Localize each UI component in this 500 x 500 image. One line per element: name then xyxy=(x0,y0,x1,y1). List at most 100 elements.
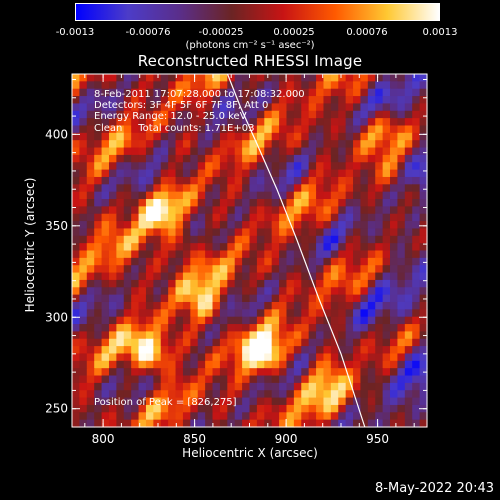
heatmap-cell xyxy=(301,404,310,413)
heatmap-cell xyxy=(353,250,362,259)
heatmap-cell xyxy=(123,287,132,296)
heatmap-cell xyxy=(86,265,95,274)
heatmap-cell xyxy=(138,213,147,222)
heatmap-cell xyxy=(345,162,354,171)
heatmap-cell xyxy=(316,206,325,215)
heatmap-cell xyxy=(390,265,399,274)
heatmap-cell xyxy=(345,199,354,207)
heatmap-cell xyxy=(205,316,214,325)
heatmap-cell xyxy=(182,250,191,259)
heatmap-cell xyxy=(168,301,177,310)
heatmap-cell xyxy=(249,213,258,222)
heatmap-cell xyxy=(404,213,413,222)
heatmap-cell xyxy=(308,287,317,296)
heatmap-cell xyxy=(338,74,347,82)
heatmap-cell xyxy=(190,390,199,399)
heatmap-cell xyxy=(116,390,125,399)
heatmap-cell xyxy=(293,265,302,274)
heatmap-cell xyxy=(212,287,221,296)
heatmap-cell xyxy=(256,199,265,207)
heatmap-cell xyxy=(101,331,110,340)
heatmap-cell xyxy=(160,206,169,215)
heatmap-cell xyxy=(175,162,184,171)
heatmap-cell xyxy=(286,125,295,134)
heatmap-cell xyxy=(72,132,80,141)
heatmap-cell xyxy=(382,243,391,252)
heatmap-cell xyxy=(205,103,214,112)
heatmap-cell xyxy=(412,250,421,259)
heatmap-cell xyxy=(108,103,117,112)
heatmap-cell xyxy=(293,169,302,178)
heatmap-cell xyxy=(301,213,310,222)
heatmap-cell xyxy=(138,382,147,391)
heatmap-cell xyxy=(153,412,162,421)
heatmap-cell xyxy=(153,110,162,119)
heatmap-cell xyxy=(264,132,273,141)
heatmap-cell xyxy=(249,125,258,134)
heatmap-cell xyxy=(412,191,421,200)
heatmap-cell xyxy=(101,176,110,185)
heatmap-cell xyxy=(197,265,206,274)
heatmap-cell xyxy=(182,110,191,119)
heatmap-cell xyxy=(219,360,228,369)
heatmap-cell xyxy=(212,346,221,355)
heatmap-cell xyxy=(160,213,169,222)
heatmap-cell xyxy=(323,96,332,105)
heatmap-cell xyxy=(330,176,339,185)
heatmap-cell xyxy=(345,287,354,296)
heatmap-cell xyxy=(412,412,421,421)
heatmap-cell xyxy=(94,360,103,369)
heatmap-cell xyxy=(153,140,162,149)
heatmap-cell xyxy=(116,118,125,127)
heatmap-cell xyxy=(160,419,169,428)
heatmap-cell xyxy=(242,419,251,428)
heatmap-cell xyxy=(279,265,288,274)
heatmap-cell xyxy=(397,243,406,252)
heatmap-cell xyxy=(382,110,391,119)
heatmap-cell xyxy=(182,125,191,134)
heatmap-cell xyxy=(108,324,117,332)
heatmap-cell xyxy=(234,390,243,399)
heatmap-cell xyxy=(227,243,236,252)
heatmap-cell xyxy=(345,265,354,274)
heatmap-cell xyxy=(94,279,103,288)
heatmap-cell xyxy=(323,191,332,200)
heatmap-cell xyxy=(160,265,169,274)
heatmap-cell xyxy=(153,419,162,428)
heatmap-cell xyxy=(375,96,384,105)
heatmap-cell xyxy=(308,221,317,230)
heatmap-cell xyxy=(94,375,103,384)
heatmap-cell xyxy=(323,250,332,259)
heatmap-cell xyxy=(108,228,117,237)
heatmap-cell xyxy=(197,390,206,399)
heatmap-cell xyxy=(375,118,384,127)
heatmap-cell xyxy=(279,368,288,377)
heatmap-cell xyxy=(227,272,236,281)
heatmap-cell xyxy=(79,279,88,288)
heatmap-cell xyxy=(330,81,339,90)
heatmap-cell xyxy=(101,353,110,362)
heatmap-cell xyxy=(404,96,413,105)
heatmap-cell xyxy=(316,154,325,163)
heatmap-cell xyxy=(286,213,295,222)
heatmap-cell xyxy=(131,191,140,200)
heatmap-cell xyxy=(286,287,295,296)
heatmap-cell xyxy=(101,382,110,391)
heatmap-cell xyxy=(316,412,325,421)
heatmap-cell xyxy=(197,96,206,105)
heatmap-cell xyxy=(301,301,310,310)
heatmap-cell xyxy=(249,96,258,105)
heatmap-cell xyxy=(197,316,206,325)
heatmap-cell xyxy=(316,110,325,119)
heatmap-cell xyxy=(153,353,162,362)
heatmap-cell xyxy=(205,74,214,82)
heatmap-cell xyxy=(101,118,110,127)
heatmap-cell xyxy=(79,294,88,303)
heatmap-cell xyxy=(190,235,199,244)
heatmap-cell xyxy=(145,140,154,149)
heatmap-cell xyxy=(419,397,428,406)
heatmap-cell xyxy=(234,199,243,207)
heatmap-cell xyxy=(153,265,162,274)
heatmap-cell xyxy=(190,287,199,296)
heatmap-cell xyxy=(138,257,147,266)
